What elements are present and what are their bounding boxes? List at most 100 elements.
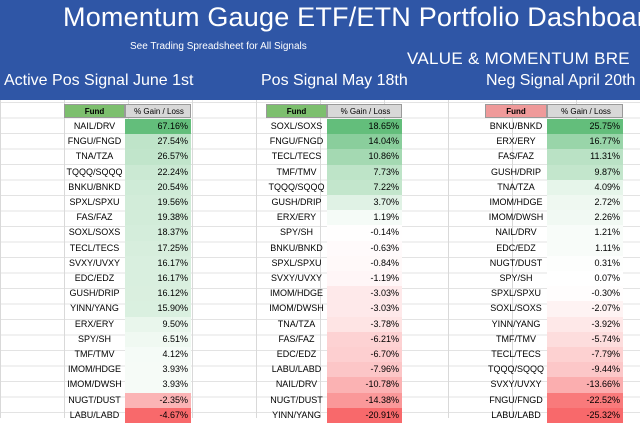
spreadsheet-link-text[interactable]: See Trading Spreadsheet for All Signals — [130, 41, 307, 52]
pct-cell[interactable]: 0.31% — [547, 255, 623, 272]
fund-cell[interactable]: GUSH/DRIP — [271, 197, 322, 207]
pct-cell[interactable]: 6.51% — [125, 331, 191, 348]
pct-cell[interactable]: 27.54% — [125, 134, 191, 150]
fund-cell[interactable]: YINN/YANG — [272, 409, 321, 420]
fund-cell[interactable]: ERX/ERY — [496, 136, 536, 147]
fund-cell[interactable]: BNKU/BNKD — [489, 121, 543, 131]
fund-cell[interactable]: FNGU/FNGD — [489, 394, 543, 405]
pct-column-header[interactable]: % Gain / Loss — [547, 104, 623, 118]
pct-cell[interactable]: -25.32% — [547, 407, 623, 423]
fund-cell[interactable]: TMF/TMV — [276, 166, 317, 177]
pct-cell[interactable]: -10.78% — [327, 377, 402, 393]
pct-cell[interactable]: -0.30% — [547, 286, 623, 302]
pct-cell[interactable]: 14.04% — [327, 134, 402, 150]
fund-cell[interactable]: FAS/FAZ — [76, 212, 113, 223]
pct-cell[interactable]: -4.67% — [125, 407, 191, 423]
pct-cell[interactable]: -7.79% — [547, 347, 623, 363]
pct-cell[interactable]: 67.16% — [125, 119, 191, 135]
fund-cell[interactable]: TECL/TECS — [491, 349, 541, 359]
fund-cell[interactable]: FNGU/FNGD — [269, 136, 324, 147]
pct-cell[interactable]: 3.93% — [125, 362, 191, 378]
fund-cell[interactable]: TECL/TECS — [69, 242, 120, 253]
pct-cell[interactable]: 10.86% — [327, 149, 402, 165]
fund-cell[interactable]: NAIL/DRV — [275, 379, 318, 390]
pct-cell[interactable]: 26.57% — [125, 149, 191, 165]
fund-cell[interactable]: TQQQ/SQQQ — [487, 364, 544, 375]
pct-cell[interactable]: 15.90% — [125, 301, 191, 317]
fund-cell[interactable]: LABU/LABD — [271, 364, 322, 375]
fund-cell[interactable]: LABU/LABD — [69, 409, 120, 420]
pct-cell[interactable]: 2.26% — [547, 210, 623, 226]
pct-cell[interactable]: 18.37% — [125, 225, 191, 241]
pct-cell[interactable]: 16.77% — [547, 134, 623, 150]
fund-cell[interactable]: GUSH/DRIP — [69, 288, 120, 299]
pct-cell[interactable]: -0.14% — [327, 225, 402, 241]
fund-cell[interactable]: NAIL/DRV — [495, 227, 537, 238]
fund-cell[interactable]: TNA/TZA — [277, 318, 316, 329]
pct-cell[interactable]: -7.96% — [327, 362, 402, 378]
pct-cell[interactable]: 18.65% — [327, 119, 402, 135]
pct-cell[interactable]: 11.31% — [547, 149, 623, 165]
fund-cell[interactable]: SVXY/UVXY — [490, 379, 542, 390]
pct-cell[interactable]: 19.56% — [125, 195, 191, 211]
pct-cell[interactable]: 16.17% — [125, 255, 191, 272]
fund-cell[interactable]: YINN/YANG — [491, 318, 541, 329]
fund-cell[interactable]: IMOM/HDGE — [270, 288, 323, 299]
fund-cell[interactable]: EDC/EDZ — [276, 349, 317, 359]
pct-cell[interactable]: -3.78% — [327, 316, 402, 333]
fund-cell[interactable]: IMOM/HDGE — [68, 364, 121, 375]
pct-cell[interactable]: -3.03% — [327, 286, 402, 302]
pct-cell[interactable]: -2.07% — [547, 301, 623, 317]
fund-cell[interactable]: NAIL/DRV — [73, 121, 116, 131]
fund-cell[interactable]: FAS/FAZ — [497, 151, 534, 162]
pct-cell[interactable]: -2.35% — [125, 392, 191, 409]
pct-cell[interactable]: 4.09% — [547, 179, 623, 196]
fund-cell[interactable]: SPXL/SPXU — [69, 197, 120, 207]
pct-cell[interactable]: 1.19% — [327, 210, 402, 226]
pct-cell[interactable]: -6.70% — [327, 347, 402, 363]
fund-cell[interactable]: YINN/YANG — [70, 303, 119, 314]
fund-cell[interactable]: SOXL/SOXS — [270, 121, 323, 131]
fund-cell[interactable]: TQQQ/SQQQ — [268, 181, 325, 192]
pct-cell[interactable]: 16.17% — [125, 271, 191, 287]
pct-cell[interactable]: 9.87% — [547, 164, 623, 181]
fund-cell[interactable]: SOXL/SOXS — [490, 303, 542, 314]
fund-cell[interactable]: SPXL/SPXU — [490, 288, 542, 299]
pct-cell[interactable]: -22.52% — [547, 392, 623, 409]
pct-cell[interactable]: -9.44% — [547, 362, 623, 378]
pct-cell[interactable]: -3.03% — [327, 301, 402, 317]
pct-cell[interactable]: -13.66% — [547, 377, 623, 393]
fund-cell[interactable]: ERX/ERY — [74, 318, 115, 329]
pct-cell[interactable]: -1.19% — [327, 271, 402, 287]
pct-cell[interactable]: -0.63% — [327, 240, 402, 257]
pct-cell[interactable]: 17.25% — [125, 240, 191, 257]
pct-cell[interactable]: 7.22% — [327, 179, 402, 196]
fund-cell[interactable]: IMOM/DWSH — [269, 303, 324, 314]
fund-cell[interactable]: NUGT/DUST — [68, 394, 121, 405]
pct-cell[interactable]: 2.72% — [547, 195, 623, 211]
pct-cell[interactable]: 3.93% — [125, 377, 191, 393]
fund-cell[interactable]: IMOM/DWSH — [67, 379, 122, 390]
pct-cell[interactable]: 9.50% — [125, 316, 191, 333]
fund-cell[interactable]: SVXY/UVXY — [270, 273, 323, 283]
fund-cell[interactable]: TECL/TECS — [271, 151, 322, 162]
fund-cell[interactable]: IMOM/DWSH — [488, 212, 544, 223]
fund-cell[interactable]: NUGT/DUST — [489, 257, 543, 268]
fund-cell[interactable]: LABU/LABD — [491, 409, 541, 420]
pct-cell[interactable]: -5.74% — [547, 331, 623, 348]
fund-column-header[interactable]: Fund — [485, 104, 547, 118]
pct-cell[interactable]: -0.84% — [327, 255, 402, 272]
fund-cell[interactable]: TQQQ/SQQQ — [66, 166, 123, 177]
fund-cell[interactable]: SPXL/SPXU — [271, 257, 322, 268]
pct-cell[interactable]: 22.24% — [125, 164, 191, 181]
fund-cell[interactable]: SPY/SH — [499, 273, 533, 283]
fund-cell[interactable]: GUSH/DRIP — [490, 166, 541, 177]
pct-cell[interactable]: -3.92% — [547, 316, 623, 333]
pct-cell[interactable]: -20.91% — [327, 407, 402, 423]
fund-cell[interactable]: EDC/EDZ — [74, 273, 115, 283]
fund-cell[interactable]: NUGT/DUST — [270, 394, 323, 405]
fund-cell[interactable]: ERX/ERY — [276, 212, 317, 223]
pct-cell[interactable]: 16.12% — [125, 286, 191, 302]
fund-column-header[interactable]: Fund — [266, 104, 327, 118]
fund-cell[interactable]: FAS/FAZ — [278, 333, 315, 344]
